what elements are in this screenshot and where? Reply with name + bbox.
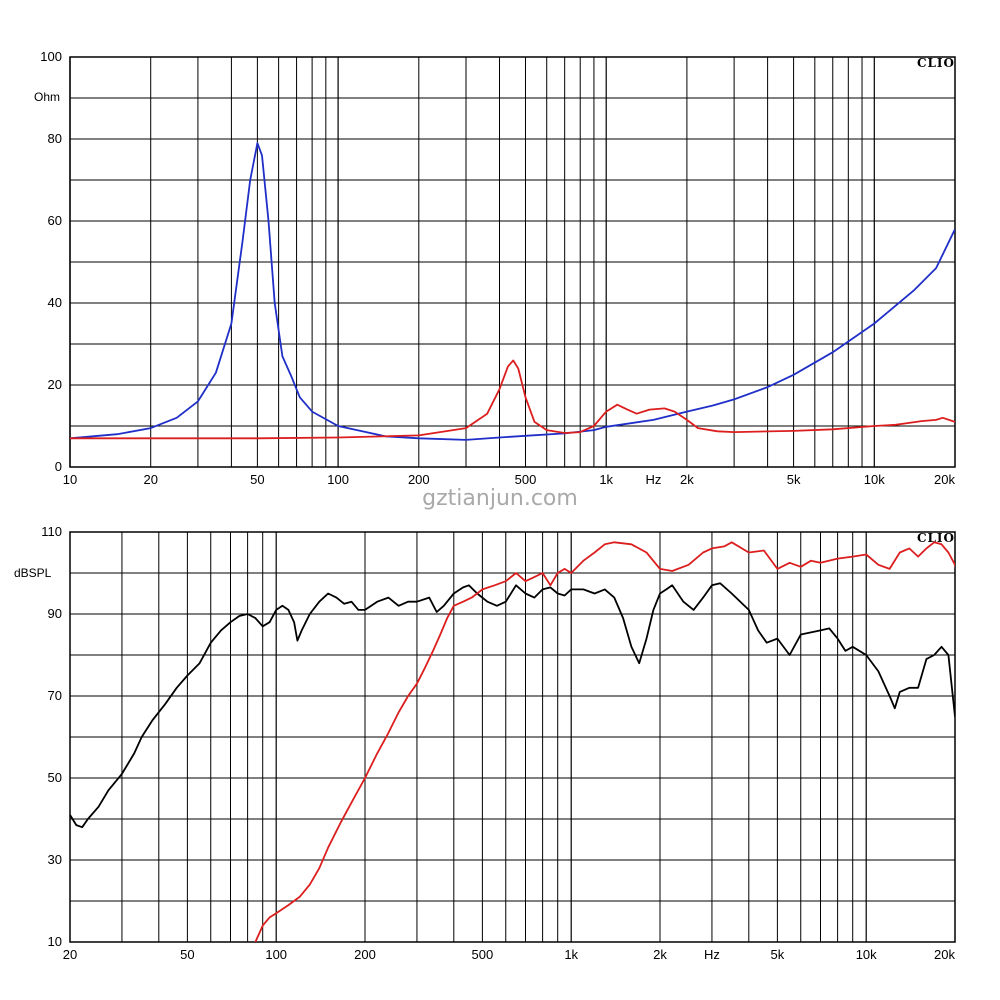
impedance-x-tick-label: 100 — [327, 472, 349, 487]
spl-series-line-1 — [70, 582, 955, 829]
impedance-x-tick-label: 5k — [787, 472, 801, 487]
impedance-x-unit-label: Hz — [645, 472, 661, 487]
impedance-y-tick-label: 80 — [48, 131, 62, 146]
impedance-x-tick-label: 20 — [143, 472, 157, 487]
spl-y-tick-label: 10 — [48, 934, 62, 949]
spl-x-tick-label: 5k — [771, 947, 785, 962]
watermark-text: gztianjun.com — [422, 486, 578, 511]
impedance-grid — [69, 56, 956, 468]
spl-plot-frame — [69, 531, 956, 943]
spl-x-tick-label: 500 — [472, 947, 494, 962]
spl-series-line-2 — [254, 541, 955, 942]
impedance-x-tick-label: 500 — [515, 472, 537, 487]
spl-x-tick-label: 100 — [265, 947, 287, 962]
spl-y-tick-label: 110 — [41, 524, 62, 539]
impedance-y-tick-label: 0 — [55, 459, 62, 474]
impedance-x-tick-label: 1k — [599, 472, 613, 487]
impedance-x-tick-label: 200 — [408, 472, 430, 487]
impedance-y-unit-label: Ohm — [34, 90, 60, 104]
impedance-x-tick-label: 50 — [250, 472, 264, 487]
spl-x-tick-label: 1k — [564, 947, 578, 962]
spl-x-unit-label: Hz — [704, 947, 720, 962]
spl-y-unit-label: dBSPL — [14, 566, 52, 580]
spl-brand-label: CLIO — [917, 531, 955, 545]
spl-chart: dBSPL CLIO 10 30 50 70 90 110 20 50 100 200 500 1k 2… — [14, 524, 956, 962]
impedance-brand-label: CLIO — [917, 56, 955, 70]
impedance-y-tick-label: 20 — [48, 377, 62, 392]
spl-x-tick-label: 10k — [856, 947, 877, 962]
spl-x-tick-label: 20k — [934, 947, 955, 962]
impedance-plot-frame — [69, 56, 956, 468]
impedance-series-line-1 — [70, 142, 955, 441]
spl-y-tick-label: 50 — [48, 770, 62, 785]
spl-x-tick-label: 2k — [653, 947, 667, 962]
spl-x-tick-label: 200 — [354, 947, 376, 962]
impedance-y-tick-label: 60 — [48, 213, 62, 228]
spl-y-tick-label: 90 — [48, 606, 62, 621]
spl-x-tick-label: 20 — [63, 947, 77, 962]
impedance-y-tick-label: 100 — [40, 49, 62, 64]
impedance-chart: Ohm CLIO 0 20 40 60 80 100 10 20 50 100 200 500 1k 2k… — [34, 49, 956, 487]
impedance-x-tick-label: 10k — [864, 472, 885, 487]
spl-x-tick-label: 50 — [180, 947, 194, 962]
spl-grid — [69, 531, 956, 943]
impedance-x-tick-label: 20k — [934, 472, 955, 487]
impedance-series-line-2 — [70, 359, 955, 440]
spl-y-tick-label: 70 — [48, 688, 62, 703]
impedance-x-tick-label: 2k — [680, 472, 694, 487]
impedance-x-tick-label: 10 — [63, 472, 77, 487]
impedance-y-tick-label: 40 — [48, 295, 62, 310]
spl-y-tick-label: 30 — [48, 852, 62, 867]
